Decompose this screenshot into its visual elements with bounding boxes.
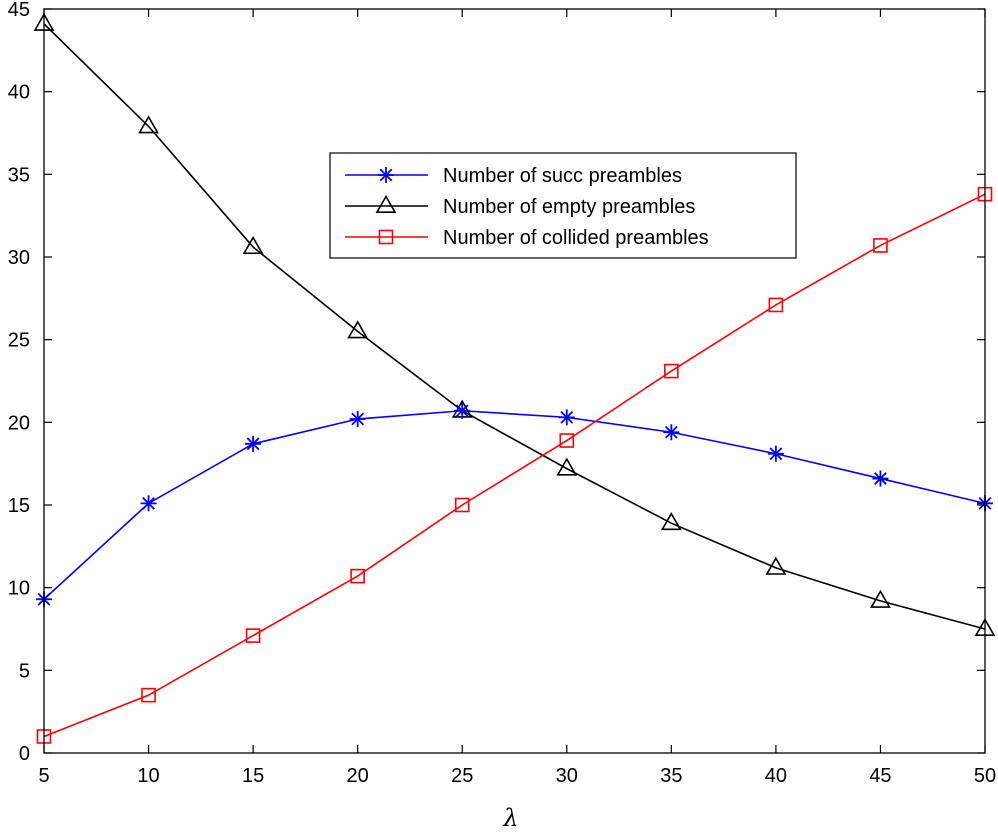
- x-tick-label: 50: [974, 765, 996, 787]
- asterisk-stroke: [379, 168, 393, 182]
- plot-area: [33, 12, 996, 744]
- asterisk-stroke: [560, 410, 574, 424]
- data-point: [454, 402, 471, 419]
- data-point: [242, 235, 264, 255]
- y-tick-label: 40: [8, 82, 30, 104]
- data-point: [660, 512, 682, 531]
- y-tick-label: 30: [8, 247, 30, 269]
- data-point: [141, 687, 156, 703]
- legend-marker: [378, 229, 394, 245]
- legend-entry: Number of succ preambles: [345, 165, 682, 187]
- x-tick-label: 25: [451, 765, 473, 787]
- data-point: [559, 433, 575, 448]
- series-square: [36, 186, 993, 744]
- y-tick-label: 0: [19, 743, 30, 765]
- x-tick-label: 20: [347, 765, 369, 787]
- x-tick-label: 30: [556, 765, 578, 787]
- x-tick-label: 45: [869, 765, 891, 787]
- x-tick-label: 35: [660, 765, 682, 787]
- data-point: [347, 320, 369, 339]
- legend-marker: [375, 194, 397, 213]
- asterisk-stroke: [455, 404, 469, 418]
- data-point: [556, 457, 578, 476]
- x-tick-label: 5: [38, 765, 49, 787]
- legend-label: Number of succ preambles: [443, 165, 682, 187]
- asterisk-stroke: [874, 472, 887, 485]
- data-point: [663, 424, 680, 441]
- asterisk-stroke: [769, 447, 783, 461]
- data-point: [872, 470, 889, 487]
- series-line: [43, 23, 986, 630]
- asterisk-stroke: [246, 437, 260, 451]
- data-point: [349, 411, 366, 428]
- data-point: [558, 409, 575, 426]
- data-point: [140, 495, 157, 512]
- y-tick-label: 15: [8, 495, 30, 517]
- y-tick-label: 5: [19, 660, 30, 682]
- data-point: [768, 297, 784, 313]
- data-point: [138, 115, 159, 134]
- y-tick-label: 10: [8, 578, 30, 600]
- legend-marker: [378, 167, 394, 183]
- series-triangle: [33, 12, 996, 636]
- legend-label: Number of empty preambles: [443, 196, 695, 218]
- data-point: [245, 628, 261, 643]
- y-tick-label: 35: [8, 164, 30, 186]
- x-tick-label: 15: [242, 765, 264, 787]
- data-point: [873, 238, 888, 253]
- data-point: [245, 435, 262, 452]
- x-tick-label: 40: [765, 765, 787, 787]
- y-tick-label: 20: [8, 412, 30, 434]
- axes-frame: [43, 8, 986, 754]
- data-point: [767, 445, 784, 462]
- y-tick-label: 25: [8, 330, 30, 352]
- x-axis-title: λ: [502, 804, 518, 832]
- legend: Number of succ preambles Number of empty …: [329, 152, 797, 259]
- data-point: [765, 556, 787, 575]
- x-tick-label: 10: [137, 765, 159, 787]
- legend-entry: Number of empty preambles: [345, 194, 695, 218]
- series-line: [43, 409, 986, 600]
- asterisk-stroke: [664, 425, 678, 439]
- data-point: [454, 497, 470, 513]
- series-asterisk: [36, 402, 993, 608]
- series-line: [43, 193, 986, 738]
- data-point: [870, 589, 891, 608]
- asterisk-stroke: [351, 412, 365, 426]
- legend-label: Number of collided preambles: [443, 227, 709, 249]
- asterisk-stroke: [142, 496, 155, 510]
- y-tick-label: 45: [8, 0, 30, 21]
- data-point: [664, 363, 679, 379]
- data-point: [350, 568, 365, 584]
- legend-entry: Number of collided preambles: [345, 227, 709, 249]
